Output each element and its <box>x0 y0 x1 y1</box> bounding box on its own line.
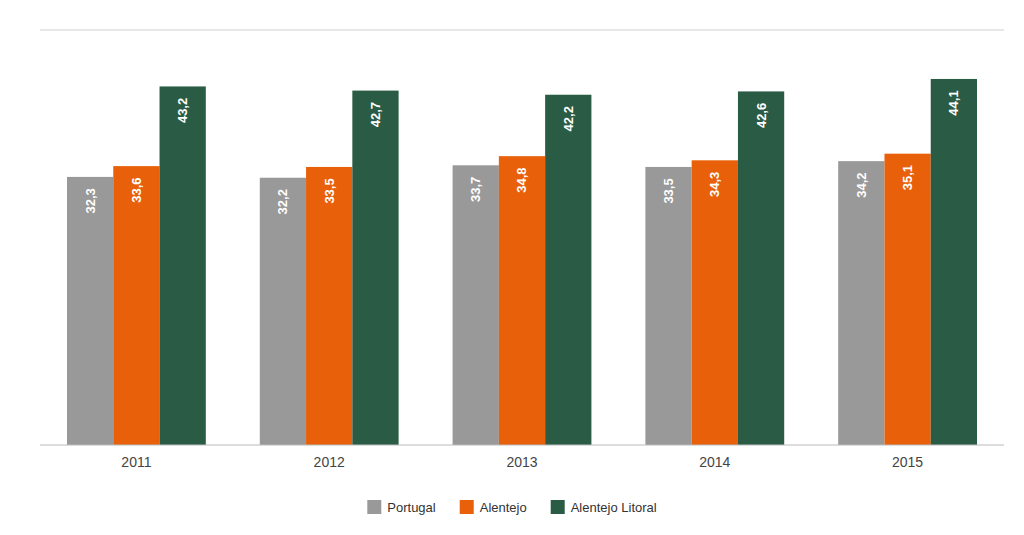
data-label: 42,6 <box>754 103 769 128</box>
data-label: 42,7 <box>368 102 383 127</box>
data-label: 34,8 <box>515 168 530 193</box>
legend-item: Alentejo <box>460 500 527 515</box>
data-label: 34,2 <box>854 172 869 197</box>
x-tick-label: 2011 <box>121 454 151 470</box>
bar <box>884 154 930 445</box>
data-label: 33,6 <box>129 177 144 202</box>
bar <box>67 177 113 445</box>
bars <box>67 79 977 445</box>
data-label: 33,5 <box>322 178 337 203</box>
x-axis-line <box>40 445 1004 446</box>
data-labels: 32,3 32,2 33,7 33,5 34,2 33,6 33,5 34,8 34,3 35,1… <box>83 90 962 214</box>
bar <box>838 161 884 445</box>
data-label: 33,5 <box>661 178 676 203</box>
bar <box>260 178 306 445</box>
x-tick-label: 2013 <box>506 454 537 470</box>
data-label: 43,2 <box>175 98 190 123</box>
bar <box>692 160 738 445</box>
x-tick-label: 2012 <box>314 454 345 470</box>
bar <box>113 166 159 445</box>
legend-swatch <box>367 500 381 514</box>
x-axis: 2011 2012 2013 2014 2015 <box>121 454 923 470</box>
data-label: 32,3 <box>83 188 98 213</box>
x-tick-label: 2014 <box>699 454 730 470</box>
legend-label: Portugal <box>387 500 436 515</box>
legend-item: Portugal <box>367 500 436 515</box>
data-label: 34,3 <box>707 172 722 197</box>
legend: Portugal Alentejo Alentejo Litoral <box>367 500 657 515</box>
bar <box>352 91 398 445</box>
data-label: 32,2 <box>275 189 290 214</box>
data-label: 35,1 <box>900 165 915 190</box>
bar <box>499 156 545 445</box>
data-label: 44,1 <box>946 90 961 115</box>
data-label: 33,7 <box>468 177 483 202</box>
legend-label: Alentejo <box>480 500 527 515</box>
bar <box>453 165 499 445</box>
legend-swatch <box>551 500 565 514</box>
x-tick-label: 2015 <box>892 454 923 470</box>
bar <box>160 86 206 445</box>
legend-label: Alentejo Litoral <box>571 500 657 515</box>
bar <box>545 95 591 445</box>
plot-top-line <box>40 30 1004 31</box>
data-label: 42,2 <box>561 106 576 131</box>
bar <box>645 167 691 445</box>
bar <box>306 167 352 445</box>
legend-item: Alentejo Litoral <box>551 500 657 515</box>
chart: 32,3 32,2 33,7 33,5 34,2 33,6 33,5 34,8 34,3 35,1… <box>0 0 1024 535</box>
bar <box>738 91 784 445</box>
bar <box>931 79 977 445</box>
legend-swatch <box>460 500 474 514</box>
